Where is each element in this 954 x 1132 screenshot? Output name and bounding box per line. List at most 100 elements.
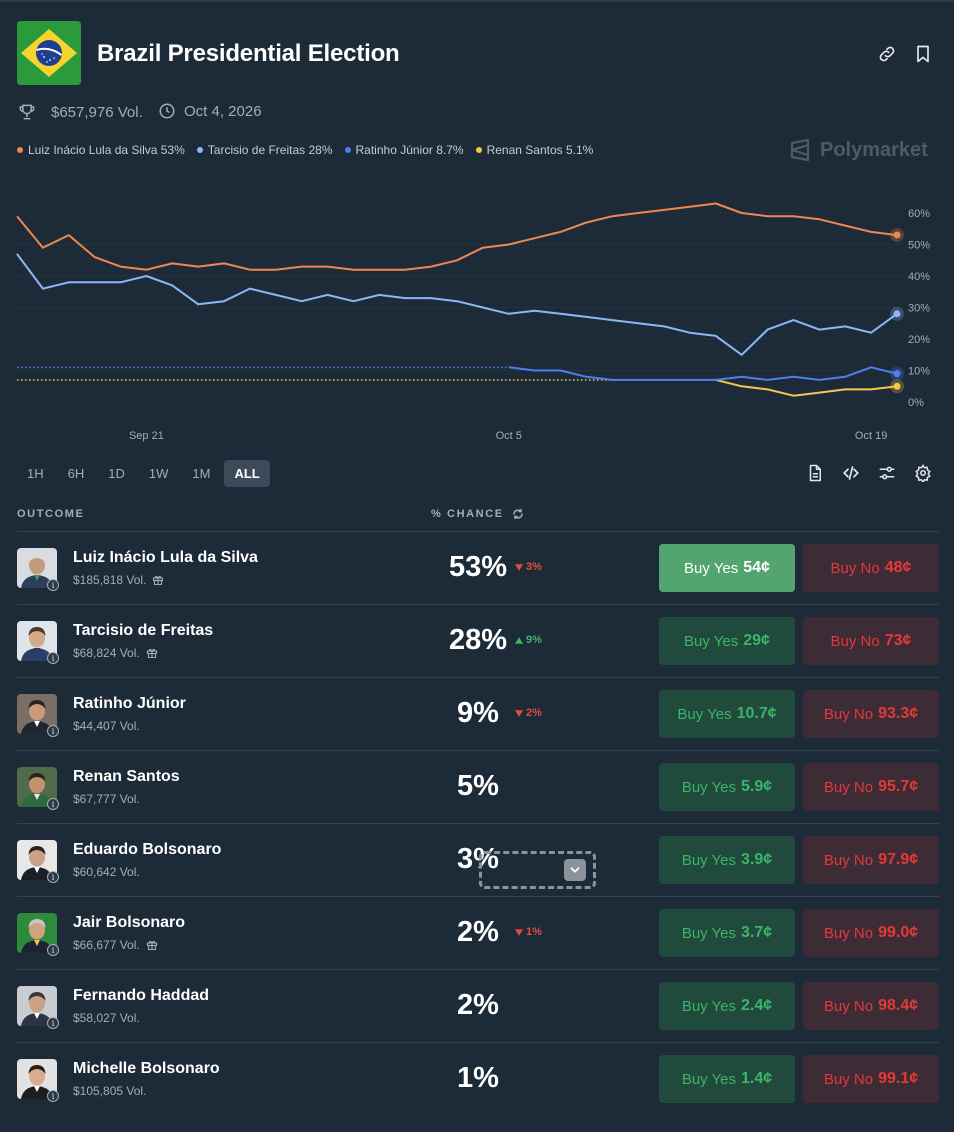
- range-button-all[interactable]: ALL: [224, 460, 270, 487]
- y-tick-label: 0%: [908, 397, 924, 409]
- gift-icon: [146, 940, 157, 951]
- buy-yes-button[interactable]: Buy Yes 10.7¢: [659, 690, 795, 738]
- outcome-row[interactable]: i Fernando Haddad $58,027 Vol. 2% Buy Yes 2.4…: [17, 970, 939, 1043]
- buy-yes-price: 10.7¢: [736, 705, 777, 722]
- range-button-6h[interactable]: 6H: [67, 466, 85, 481]
- buy-yes-price: 1.4¢: [741, 1070, 773, 1087]
- buy-yes-button[interactable]: Buy Yes 3.9¢: [659, 836, 795, 884]
- buy-no-button[interactable]: Buy No 97.9¢: [803, 836, 939, 884]
- candidate-avatar: [17, 767, 57, 807]
- buy-no-price: 99.0¢: [878, 924, 919, 941]
- outcome-row[interactable]: i Tarcisio de Freitas $68,824 Vol. 28% 9% Buy…: [17, 605, 939, 678]
- candidate-volume: $44,407 Vol.: [73, 719, 140, 733]
- x-tick-label: Sep 21: [129, 430, 164, 442]
- buy-no-price: 99.1¢: [878, 1070, 919, 1087]
- embed-code-icon[interactable]: [842, 464, 860, 482]
- buy-no-button[interactable]: Buy No 48¢: [803, 544, 939, 592]
- info-icon[interactable]: i: [47, 798, 59, 810]
- buy-no-button[interactable]: Buy No 95.7¢: [803, 763, 939, 811]
- buy-yes-button[interactable]: Buy Yes 54¢: [659, 544, 795, 592]
- candidate-name: Jair Bolsonaro: [73, 914, 186, 931]
- outcome-row[interactable]: i Renan Santos $67,777 Vol. 5% Buy Yes 5.9¢ Bu…: [17, 751, 939, 824]
- bookmark-icon[interactable]: [913, 44, 933, 64]
- table-divider: [17, 531, 939, 532]
- buy-no-label: Buy No: [823, 778, 874, 796]
- buy-no-button[interactable]: Buy No 99.0¢: [803, 909, 939, 957]
- sliders-icon[interactable]: [878, 464, 896, 482]
- refresh-icon[interactable]: [512, 508, 524, 520]
- range-button-1h[interactable]: 1H: [27, 466, 44, 481]
- polymarket-watermark: Polymarket: [788, 138, 928, 162]
- legend-label: Renan Santos 5.1%: [486, 143, 594, 157]
- chance-percent: 53%: [448, 551, 508, 583]
- candidate-volume: $185,818 Vol.: [73, 573, 164, 587]
- candidate-name: Luiz Inácio Lula da Silva: [73, 549, 258, 566]
- buy-no-price: 97.9¢: [878, 851, 919, 868]
- outcome-row[interactable]: i Jair Bolsonaro $66,677 Vol. 2% 1% Buy Yes 3.…: [17, 897, 939, 970]
- delta-value: 2%: [526, 707, 542, 719]
- document-icon[interactable]: [806, 464, 824, 482]
- end-date: Oct 4, 2026: [184, 102, 262, 120]
- legend-item: Ratinho Júnior 8.7%: [344, 143, 464, 157]
- info-icon[interactable]: i: [47, 944, 59, 956]
- range-button-1m[interactable]: 1M: [192, 466, 211, 481]
- buy-yes-label: Buy Yes: [681, 924, 737, 942]
- outcome-row[interactable]: i Michelle Bolsonaro $105,805 Vol. 1% Buy Ye…: [17, 1043, 939, 1116]
- volume-text: $44,407 Vol.: [73, 719, 140, 733]
- range-button-1w[interactable]: 1W: [148, 466, 169, 481]
- settings-gear-icon[interactable]: [914, 464, 932, 484]
- buy-yes-button[interactable]: Buy Yes 29¢: [659, 617, 795, 665]
- buy-no-label: Buy No: [830, 559, 880, 577]
- info-icon[interactable]: i: [47, 725, 59, 737]
- buy-no-price: 48¢: [884, 559, 912, 576]
- buy-yes-price: 3.9¢: [741, 851, 773, 868]
- buy-no-price: 73¢: [884, 632, 912, 649]
- buy-no-button[interactable]: Buy No 93.3¢: [803, 690, 939, 738]
- gift-icon: [146, 648, 157, 659]
- chance-percent: 1%: [457, 1062, 499, 1094]
- buy-yes-button[interactable]: Buy Yes 1.4¢: [659, 1055, 795, 1103]
- info-icon[interactable]: i: [47, 871, 59, 883]
- outcome-row[interactable]: i Luiz Inácio Lula da Silva $185,818 Vol. 5…: [17, 532, 939, 605]
- buy-yes-button[interactable]: Buy Yes 2.4¢: [659, 982, 795, 1030]
- info-icon[interactable]: i: [47, 652, 59, 664]
- buy-yes-price: 5.9¢: [741, 778, 773, 795]
- y-tick-label: 30%: [908, 303, 930, 315]
- buy-no-label: Buy No: [823, 924, 874, 942]
- series-end-point: [893, 231, 901, 239]
- info-icon[interactable]: i: [47, 579, 59, 591]
- volume-text: $68,824 Vol.: [73, 646, 140, 660]
- buy-no-button[interactable]: Buy No 73¢: [803, 617, 939, 665]
- dropdown-drop-zone[interactable]: [479, 851, 596, 889]
- buy-yes-label: Buy Yes: [681, 997, 737, 1015]
- chance-header-label: % CHANCE: [431, 508, 504, 520]
- chart-legend: Luiz Inácio Lula da Silva 53% Tarcisio d…: [17, 143, 593, 157]
- dropdown-toggle[interactable]: [564, 859, 586, 881]
- chance-percent: 28%: [448, 624, 508, 656]
- legend-dot: [475, 147, 482, 153]
- series-line: [508, 366, 898, 381]
- legend-label: Luiz Inácio Lula da Silva 53%: [28, 143, 185, 157]
- outcome-row[interactable]: i Eduardo Bolsonaro $60,642 Vol. 3% Buy Yes 3…: [17, 824, 939, 897]
- buy-yes-label: Buy Yes: [677, 705, 732, 723]
- buy-yes-button[interactable]: Buy Yes 3.7¢: [659, 909, 795, 957]
- series-end-point: [893, 310, 901, 318]
- info-icon[interactable]: i: [47, 1017, 59, 1029]
- range-button-1d[interactable]: 1D: [108, 466, 125, 481]
- buy-no-button[interactable]: Buy No 99.1¢: [803, 1055, 939, 1103]
- buy-no-button[interactable]: Buy No 98.4¢: [803, 982, 939, 1030]
- candidate-volume: $68,824 Vol.: [73, 646, 158, 660]
- link-icon[interactable]: [877, 44, 897, 64]
- chevron-down-icon: [570, 867, 580, 873]
- chance-delta: 1%: [515, 926, 542, 938]
- info-icon[interactable]: i: [47, 1090, 59, 1102]
- gift-icon: [153, 575, 164, 586]
- legend-label: Tarcisio de Freitas 28%: [207, 143, 333, 157]
- outcome-row[interactable]: i Ratinho Júnior $44,407 Vol. 9% 2% Buy Yes 10…: [17, 678, 939, 751]
- buy-yes-button[interactable]: Buy Yes 5.9¢: [659, 763, 795, 811]
- legend-dot: [196, 147, 203, 153]
- polymarket-logo-icon: [790, 138, 810, 162]
- y-tick-label: 50%: [908, 240, 930, 252]
- candidate-name: Michelle Bolsonaro: [73, 1060, 220, 1077]
- buy-yes-price: 3.7¢: [741, 924, 773, 941]
